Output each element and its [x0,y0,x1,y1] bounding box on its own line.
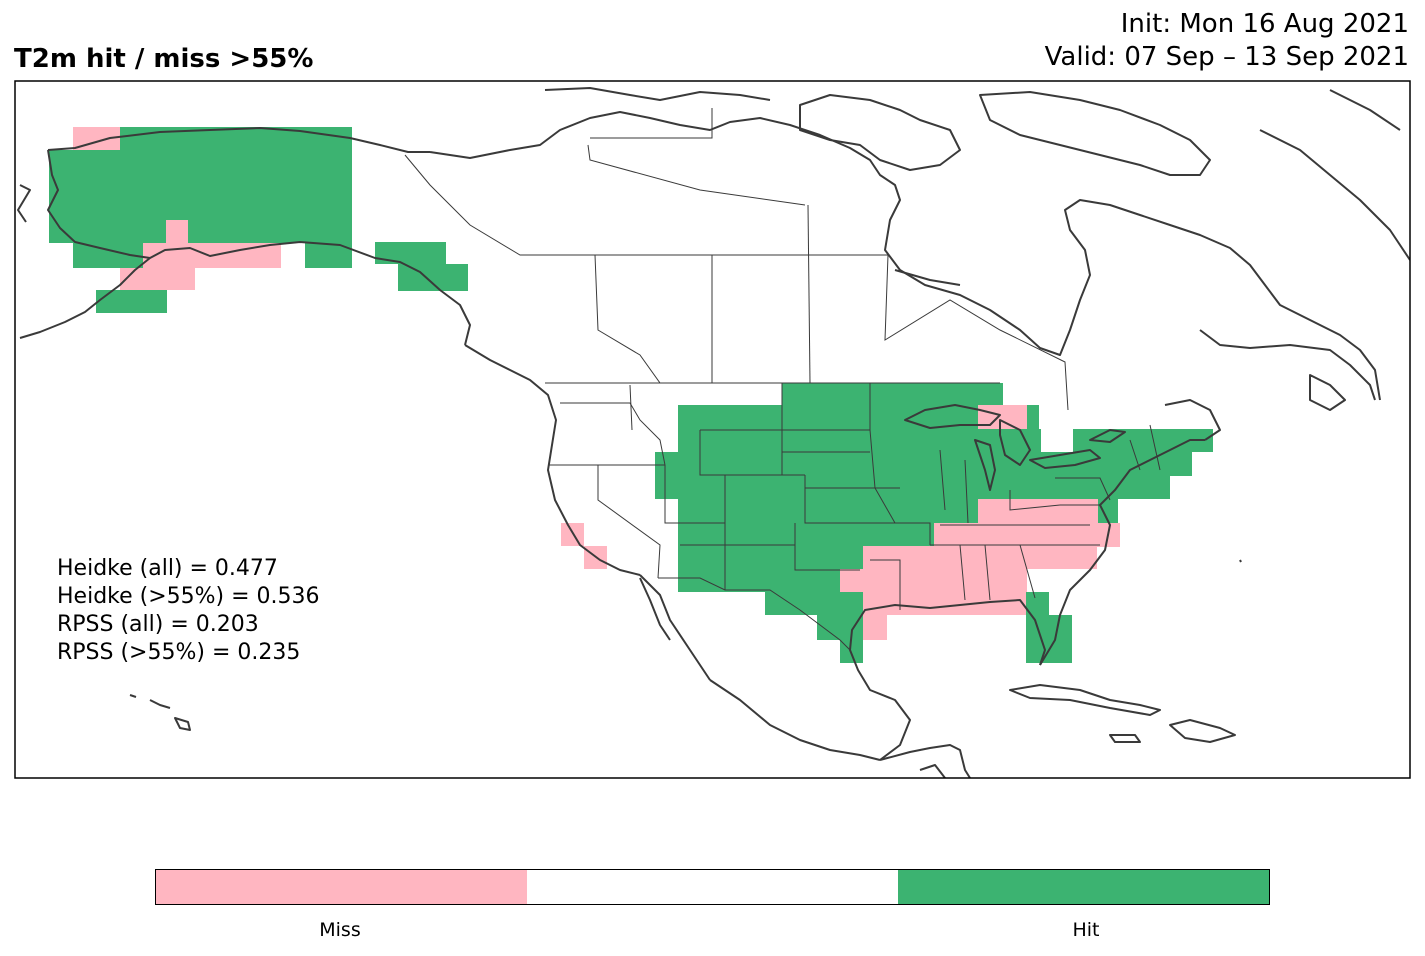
rpss-55: RPSS (>55%) = 0.235 [57,640,301,665]
hit-cell [96,290,167,313]
miss-cell [978,499,1098,523]
hit-cell [817,615,863,640]
hit-cell [375,242,446,264]
colorbar-label-hit: Hit [1072,919,1100,941]
miss-cell [166,220,188,243]
miss-cell [840,569,1027,592]
heidke-55: Heidke (>55%) = 0.536 [57,584,320,609]
miss-cell [934,523,1120,547]
hit-cell [188,220,352,243]
init-date: Init: Mon 16 Aug 2021 [1120,9,1409,39]
hit-cell [678,499,978,523]
miss-cell [120,268,195,290]
hit-cell [678,429,1029,452]
map-title: T2m hit / miss >55% [14,44,314,74]
hit-cell [1027,405,1039,429]
hit-cell [678,523,934,547]
hit-cell [398,264,468,291]
rpss-all: RPSS (all) = 0.203 [57,612,259,637]
heidke-all: Heidke (all) = 0.477 [57,556,278,581]
colorbar [155,869,1270,905]
coastlines [17,87,1410,778]
colorbar-neutral [527,870,898,904]
hit-cell [1098,499,1118,523]
miss-cell [561,523,584,546]
colorbar-hit [898,870,1269,904]
colorbar-label-miss: Miss [319,919,361,941]
hit-cell [655,452,1192,476]
colorbar-miss [156,870,527,904]
hit-cell [678,546,863,569]
grid-cells [49,127,1213,663]
hit-cell [655,476,1170,499]
miss-cell [863,592,1026,615]
state-borders [404,108,1161,651]
miss-cell [863,546,1097,569]
hit-cell [120,127,352,150]
hit-cell [765,592,863,615]
hit-cell [1029,429,1041,452]
skill-scores: Heidke (all) = 0.477 Heidke (>55%) = 0.5… [57,555,320,667]
hit-cell [49,150,352,220]
hit-cell [678,405,771,429]
hit-cell [49,220,166,243]
hit-cell [1026,592,1049,615]
hit-cell [771,405,978,429]
hit-cell [678,569,840,592]
hit-cell [782,383,1003,405]
valid-range: Valid: 07 Sep – 13 Sep 2021 [1044,42,1409,72]
miss-cell [863,615,887,640]
